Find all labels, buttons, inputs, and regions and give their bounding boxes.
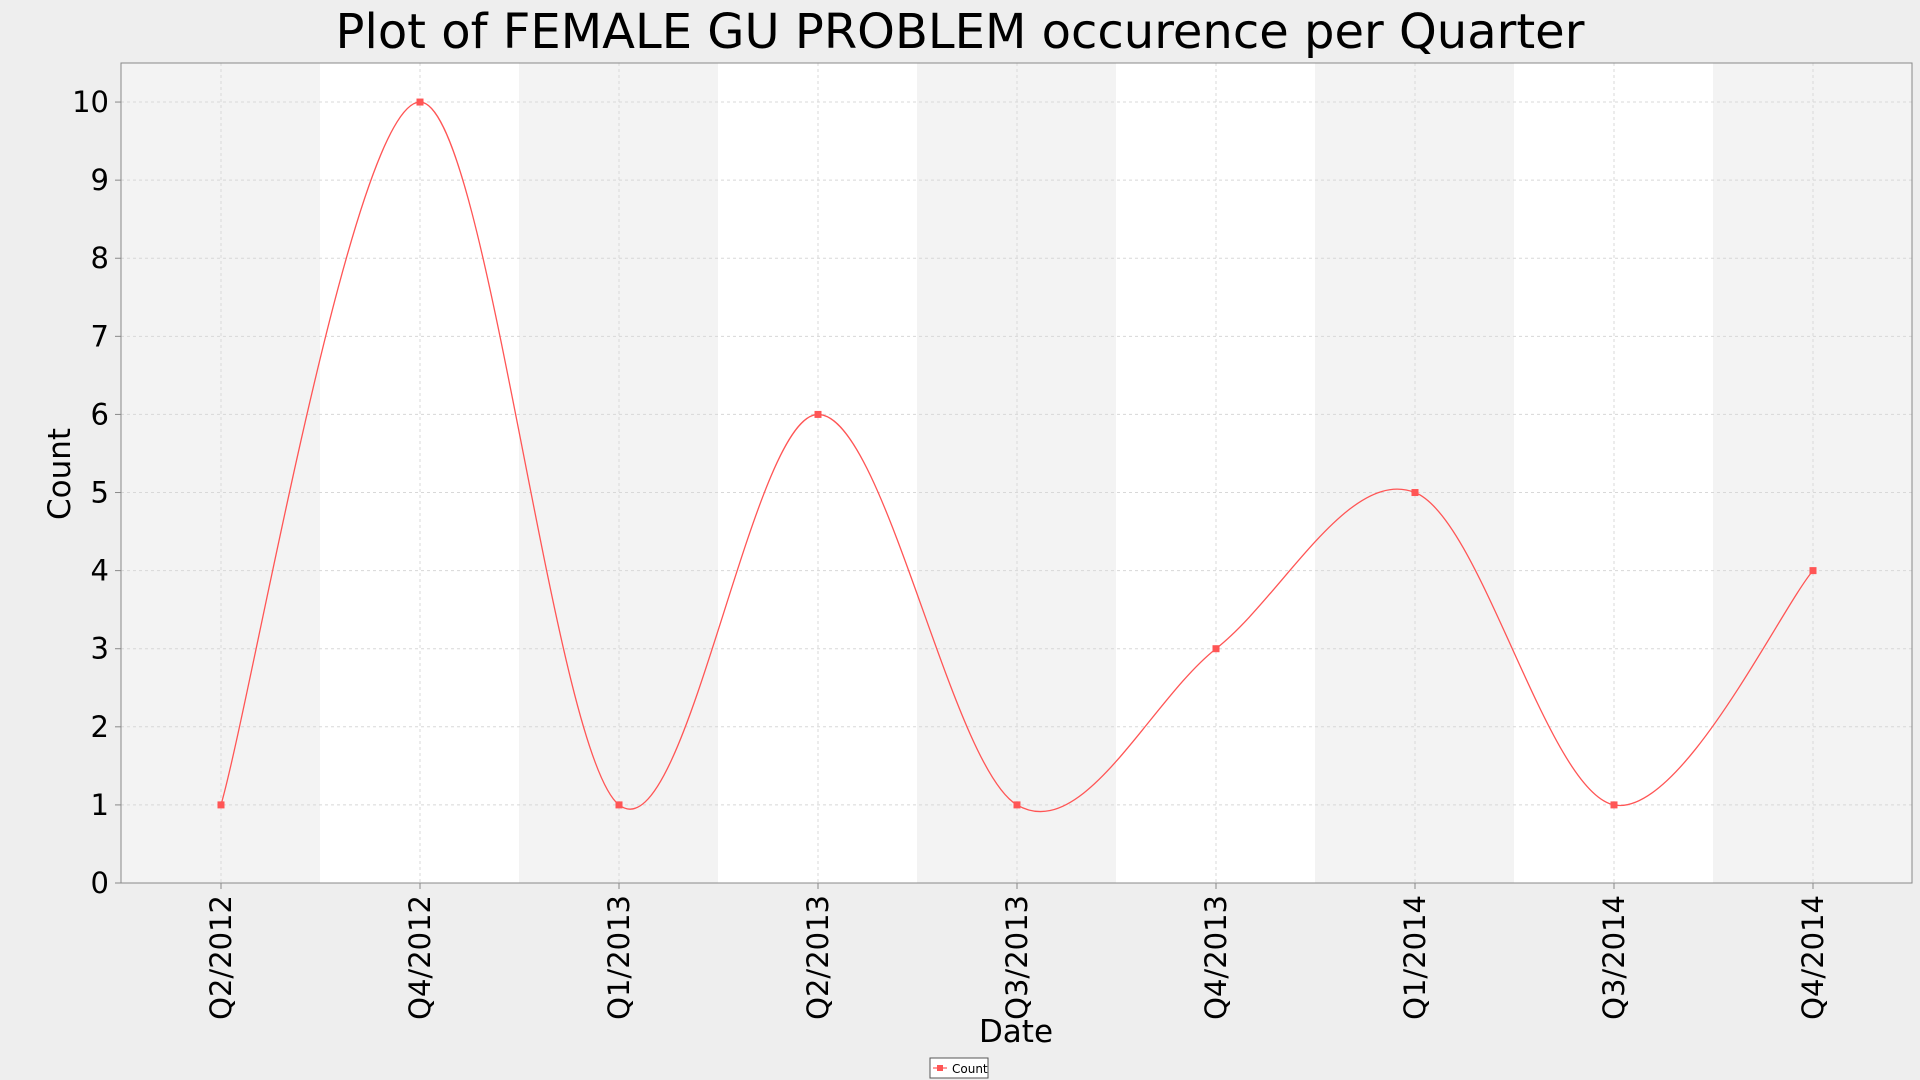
plot-border: [120, 62, 1913, 884]
series-line-count: [220, 101, 1814, 813]
legend: Count: [929, 1057, 989, 1079]
data-point: [814, 410, 822, 418]
y-tick-label: 5: [91, 476, 109, 510]
y-tick-label: 7: [91, 319, 109, 353]
x-tick-label: Q2/2013: [801, 895, 835, 1020]
y-tick-label: 3: [91, 632, 109, 666]
data-point: [1411, 489, 1419, 497]
y-tick-label: 10: [72, 85, 109, 119]
plot-area: 0 1 2 3 4 5 6 7 8 9 10 Q2/2012 Q4/2012 Q1/2013 Q2/2013…: [72, 62, 1913, 1020]
y-axis-label: Count: [42, 428, 78, 520]
data-point: [1212, 645, 1220, 653]
x-tick-label: Q3/2014: [1597, 895, 1631, 1020]
x-tick-label: Q3/2013: [1000, 895, 1034, 1020]
data-point: [1610, 801, 1618, 809]
y-tick-label: 9: [91, 163, 109, 197]
data-point: [1013, 801, 1021, 809]
y-tick-label: 1: [91, 788, 109, 822]
data-point: [416, 98, 424, 106]
legend-marker: [937, 1065, 943, 1071]
data-point: [217, 801, 225, 809]
x-tick-label: Q1/2014: [1398, 895, 1432, 1020]
y-tick-label: 4: [91, 554, 109, 588]
y-tick-label: 2: [91, 710, 109, 744]
chart-title: Plot of FEMALE GU PROBLEM occurence per …: [336, 4, 1585, 60]
y-tick-label: 8: [91, 241, 109, 275]
x-tick-label: Q4/2013: [1199, 895, 1233, 1020]
data-point: [1809, 567, 1817, 575]
x-axis-label: Date: [979, 1014, 1053, 1050]
legend-label: Count: [952, 1062, 988, 1076]
x-tick-label: Q4/2014: [1796, 895, 1830, 1020]
legend-box: [929, 1057, 989, 1079]
x-tick-label: Q4/2012: [403, 895, 437, 1020]
y-tick-label: 0: [91, 866, 109, 900]
data-point: [615, 801, 623, 809]
y-tick-label: 6: [91, 397, 109, 431]
x-tick-label: Q1/2013: [602, 895, 636, 1020]
x-tick-label: Q2/2012: [204, 895, 238, 1020]
